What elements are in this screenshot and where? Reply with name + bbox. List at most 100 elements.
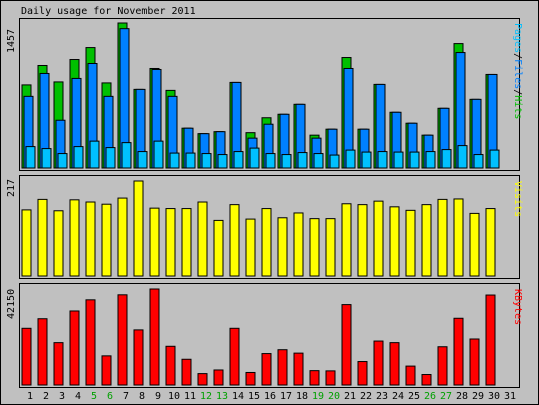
visits-bar bbox=[101, 203, 112, 277]
visits-bar bbox=[85, 201, 96, 277]
kbytes-bar bbox=[117, 294, 128, 386]
visits-bar bbox=[117, 197, 128, 277]
pages-bar bbox=[233, 151, 244, 169]
day-label: 24 bbox=[392, 391, 404, 402]
day-label: 22 bbox=[360, 391, 372, 402]
kbytes-bar bbox=[277, 349, 288, 386]
day-label: 23 bbox=[376, 391, 388, 402]
visits-bar bbox=[357, 204, 368, 277]
kbytes-bar bbox=[389, 342, 400, 386]
day-label: 21 bbox=[344, 391, 356, 402]
kbytes-bar bbox=[405, 365, 416, 386]
day-label: 3 bbox=[59, 391, 65, 402]
visits-bar bbox=[133, 180, 144, 277]
kbytes-bar bbox=[37, 318, 48, 386]
day-label: 11 bbox=[184, 391, 196, 402]
kbytes-bar bbox=[21, 327, 32, 386]
visits-bar bbox=[277, 217, 288, 277]
day-label: 20 bbox=[328, 391, 340, 402]
visits-bar bbox=[469, 212, 480, 277]
pages-bar bbox=[409, 151, 420, 169]
visits-bar bbox=[437, 198, 448, 277]
pages-bar bbox=[121, 142, 132, 169]
pages-bar bbox=[425, 151, 436, 169]
kbytes-bar bbox=[261, 353, 272, 386]
day-label: 27 bbox=[440, 391, 452, 402]
day-label: 10 bbox=[168, 391, 180, 402]
day-label: 2 bbox=[43, 391, 49, 402]
kbytes-bar bbox=[341, 304, 352, 386]
kbytes-bar bbox=[181, 358, 192, 386]
kbytes-bar bbox=[437, 346, 448, 386]
pages-bar bbox=[393, 151, 404, 169]
kbytes-bar bbox=[421, 374, 432, 386]
day-label: 16 bbox=[264, 391, 276, 402]
pages-bar bbox=[297, 152, 308, 169]
pages-bar bbox=[89, 140, 100, 169]
day-label: 9 bbox=[155, 391, 161, 402]
day-label: 19 bbox=[312, 391, 324, 402]
kbytes-bar bbox=[309, 370, 320, 386]
kbytes-bar bbox=[133, 329, 144, 386]
kbytes-bar bbox=[485, 294, 496, 386]
pages-bar bbox=[217, 154, 228, 169]
day-label: 13 bbox=[216, 391, 228, 402]
pages-bar bbox=[489, 149, 500, 169]
visits-bar bbox=[453, 198, 464, 277]
kbytes-bar bbox=[149, 288, 160, 386]
day-label: 7 bbox=[123, 391, 129, 402]
kbytes-bar bbox=[357, 361, 368, 386]
kbytes-bar bbox=[453, 317, 464, 386]
day-label: 14 bbox=[232, 391, 244, 402]
kbytes-bar bbox=[69, 310, 80, 386]
pages-bar bbox=[73, 146, 84, 169]
kbytes-bar bbox=[213, 369, 224, 386]
visits-bar bbox=[149, 207, 160, 277]
day-label: 12 bbox=[200, 391, 212, 402]
pages-bar bbox=[441, 149, 452, 169]
visits-bar bbox=[21, 209, 32, 277]
pages-bar bbox=[105, 147, 116, 169]
pages-bar bbox=[169, 152, 180, 169]
day-label: 29 bbox=[472, 391, 484, 402]
pages-bar bbox=[185, 152, 196, 169]
visits-bar bbox=[181, 208, 192, 277]
day-label: 18 bbox=[296, 391, 308, 402]
visits-bar bbox=[405, 209, 416, 277]
visits-bar bbox=[293, 212, 304, 277]
chart-title: Daily usage for November 2011 bbox=[21, 6, 196, 17]
visits-bar bbox=[421, 204, 432, 277]
visits-bar bbox=[325, 218, 336, 277]
day-label: 5 bbox=[91, 391, 97, 402]
pages-bar bbox=[377, 151, 388, 169]
pages-bar bbox=[249, 147, 260, 169]
pages-bar bbox=[329, 154, 340, 169]
day-label: 30 bbox=[488, 391, 500, 402]
pages-bar bbox=[57, 153, 68, 169]
visits-bar bbox=[341, 203, 352, 277]
day-label: 15 bbox=[248, 391, 260, 402]
pages-bar bbox=[473, 154, 484, 169]
kbytes-bar bbox=[85, 299, 96, 386]
day-label: 4 bbox=[75, 391, 81, 402]
pages-bar bbox=[457, 145, 468, 169]
day-label: 28 bbox=[456, 391, 468, 402]
day-label: 8 bbox=[139, 391, 145, 402]
visits-bar bbox=[309, 218, 320, 277]
visits-bar bbox=[229, 204, 240, 277]
kbytes-bar bbox=[373, 340, 384, 386]
visits-bar bbox=[165, 208, 176, 277]
pages-bar bbox=[25, 146, 36, 169]
day-label: 25 bbox=[408, 391, 420, 402]
visits-bar bbox=[389, 206, 400, 277]
visits-bar bbox=[53, 210, 64, 277]
day-label: 1 bbox=[27, 391, 33, 402]
visits-bar bbox=[37, 198, 48, 277]
kbytes-bar bbox=[325, 370, 336, 386]
kbytes-bar bbox=[53, 342, 64, 386]
pages-bar bbox=[137, 151, 148, 169]
visits-bar bbox=[485, 208, 496, 277]
day-label: 17 bbox=[280, 391, 292, 402]
